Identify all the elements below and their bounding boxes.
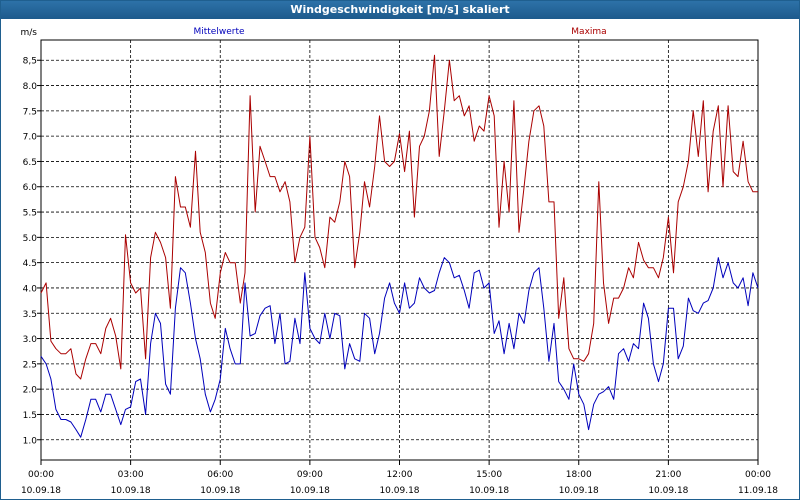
legend-entry-mittelwerte: Mittelwerte xyxy=(193,27,244,37)
y-tick-label: 5.5 xyxy=(23,209,37,219)
plot-frame xyxy=(40,39,759,461)
x-tick-date: 10.09.18 xyxy=(21,486,61,496)
y-tick-label: 3.5 xyxy=(23,310,37,320)
x-tick-date: 10.09.18 xyxy=(111,486,151,496)
tick-labels: 1.0 1.5 2.0 2.5 3.0 3.5 4.0 4.5 5.0 5.5 6.0 6.5 7.0 7… xyxy=(21,28,779,496)
x-tick-date: 10.09.18 xyxy=(469,486,509,496)
x-tick-time: 21:00 xyxy=(655,470,681,480)
y-tick-label: 8.0 xyxy=(23,82,38,92)
y-tick-label: 1.5 xyxy=(23,411,37,421)
y-tick-label: 1.0 xyxy=(23,436,38,446)
y-tick-label: 7.0 xyxy=(23,133,38,143)
x-tick-time: 00:00 xyxy=(28,470,54,480)
series-lines xyxy=(40,54,759,438)
x-tick-time: 15:00 xyxy=(476,470,502,480)
x-tick-time: 00:00 xyxy=(745,470,771,480)
x-tick-date: 10.09.18 xyxy=(648,486,688,496)
y-axis-label: m/s xyxy=(21,28,38,38)
y-tick-label: 4.5 xyxy=(23,259,37,269)
x-tick-date: 10.09.18 xyxy=(559,486,599,496)
x-tick-date: 10.09.18 xyxy=(200,486,240,496)
y-tick-label: 6.0 xyxy=(23,183,38,193)
y-tick-label: 8,5 xyxy=(23,57,37,67)
x-tick-time: 09:00 xyxy=(297,470,323,480)
y-tick-label: 6.5 xyxy=(23,158,37,168)
grid-lines xyxy=(41,40,758,460)
y-tick-label: 3.0 xyxy=(23,335,38,345)
x-tick-date: 10.09.18 xyxy=(379,486,419,496)
y-tick-label: 4.0 xyxy=(23,284,38,294)
window-title: Windgeschwindigkeit [m/s] skaliert xyxy=(1,1,799,19)
y-tick-label: 5.0 xyxy=(23,234,38,244)
series-line-mittelwerte xyxy=(40,257,759,438)
legend-entry-maxima: Maxima xyxy=(571,27,606,37)
x-tick-date: 10.09.18 xyxy=(290,486,330,496)
axes xyxy=(37,39,759,465)
series-line-maxima xyxy=(40,54,758,380)
x-tick-time: 12:00 xyxy=(387,470,413,480)
x-tick-time: 03:00 xyxy=(118,470,144,480)
y-tick-label: 2.0 xyxy=(23,386,38,396)
x-tick-time: 18:00 xyxy=(566,470,592,480)
y-tick-label: 7.5 xyxy=(23,107,37,117)
y-tick-label: 2.5 xyxy=(23,360,37,370)
x-tick-date: 11.09.18 xyxy=(738,486,778,496)
legend: Mittelwerte Maxima xyxy=(193,27,606,37)
wind-speed-chart: 1.0 1.5 2.0 2.5 3.0 3.5 4.0 4.5 5.0 5.5 6.0 6.5 7.0 7… xyxy=(21,27,779,496)
x-tick-time: 06:00 xyxy=(207,470,233,480)
